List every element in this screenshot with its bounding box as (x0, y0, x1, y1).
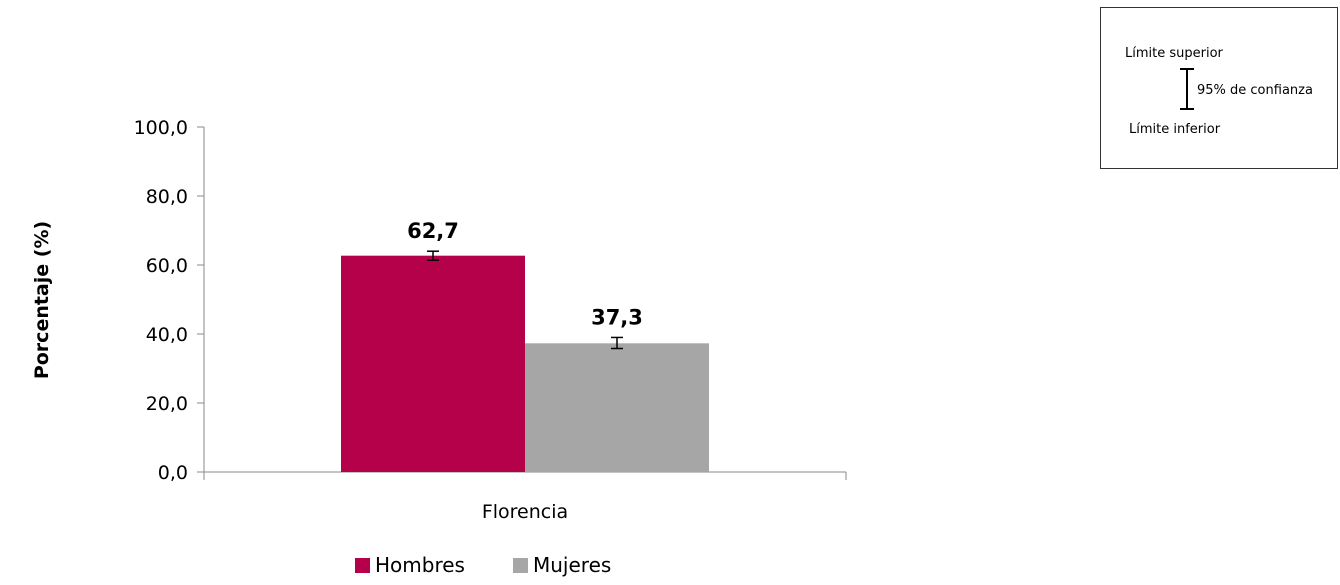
y-tick-label: 80,0 (146, 186, 188, 208)
ci-bar-icon (1186, 69, 1188, 109)
ci-lower-label: Límite inferior (1129, 122, 1221, 137)
data-label: 37,3 (591, 305, 643, 329)
legend-label-mujeres: Mujeres (533, 553, 611, 577)
y-tick-label: 40,0 (146, 324, 188, 346)
confidence-interval-legend: Límite superior 95% de confianza Límite … (1100, 7, 1338, 169)
ci-lower-cap (1180, 108, 1194, 110)
ci-level-label: 95% de confianza (1197, 83, 1313, 98)
legend-swatch-mujeres (513, 558, 528, 573)
y-axis-title: Porcentaje (%) (31, 221, 53, 379)
y-tick-label: 60,0 (146, 255, 188, 277)
data-label: 62,7 (407, 219, 459, 243)
bar-mujeres (525, 343, 709, 472)
bar-hombres (341, 255, 525, 472)
legend-swatch-hombres (355, 558, 370, 573)
legend-label-hombres: Hombres (375, 553, 465, 577)
y-tick-label: 0,0 (158, 462, 188, 484)
x-category-label: Florencia (482, 501, 568, 523)
y-tick-label: 100,0 (134, 117, 188, 139)
y-tick-label: 20,0 (146, 393, 188, 415)
ci-upper-label: Límite superior (1125, 46, 1223, 61)
